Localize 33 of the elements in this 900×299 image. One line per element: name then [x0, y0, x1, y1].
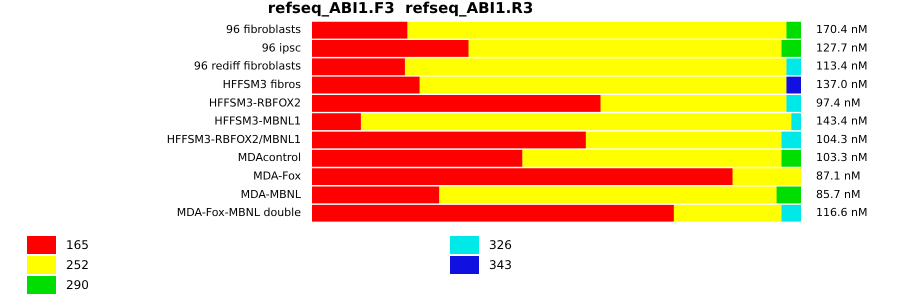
bar	[776, 186, 801, 204]
text: 87.1 nM	[816, 169, 860, 182]
bar	[781, 150, 801, 167]
legend-label: 165	[66, 238, 89, 252]
y-tick-label: HFFSM3-RBFOX2	[208, 96, 301, 110]
text: 85.7 nM	[816, 188, 860, 201]
text: 127.7 nM	[816, 41, 868, 54]
y-tick-label: HFFSM3-MBNL1	[214, 114, 301, 128]
text: 170.4 nM	[816, 23, 868, 36]
bar	[786, 58, 801, 76]
bar	[786, 76, 801, 94]
y-tick-label: 96 fibroblasts	[226, 23, 302, 36]
text: 97.4 nM	[816, 96, 860, 110]
text: 103.3 nM	[816, 151, 868, 164]
chart-title: refseq_ABI1.F3 refseq_ABI1.R3	[268, 0, 534, 17]
y-tick-label: 96 rediff fibroblasts	[194, 60, 302, 73]
text: 104.3 nM	[816, 132, 868, 146]
y-tick-label: MDA-MBNL	[240, 188, 302, 201]
y-tick-label: MDA-Fox-MBNL double	[176, 206, 302, 220]
legend-label: 343	[489, 258, 512, 272]
text: 113.4 nM	[816, 60, 868, 73]
y-tick-label: HFFSM3 fibros	[222, 78, 302, 91]
text: 116.6 nM	[816, 206, 868, 220]
legend-label: 326	[489, 238, 512, 252]
y-tick-label: MDAcontrol	[238, 151, 301, 164]
text: 143.4 nM	[816, 114, 868, 128]
legend-label: 290	[66, 278, 89, 292]
y-tick-label: 96 ipsc	[262, 41, 301, 54]
y-tick-label: MDA-Fox	[253, 169, 302, 182]
legend-label: 252	[66, 258, 89, 272]
text: 137.0 nM	[816, 78, 868, 91]
bar	[781, 204, 801, 222]
y-tick-label: HFFSM3-RBFOX2/MBNL1	[166, 132, 301, 146]
